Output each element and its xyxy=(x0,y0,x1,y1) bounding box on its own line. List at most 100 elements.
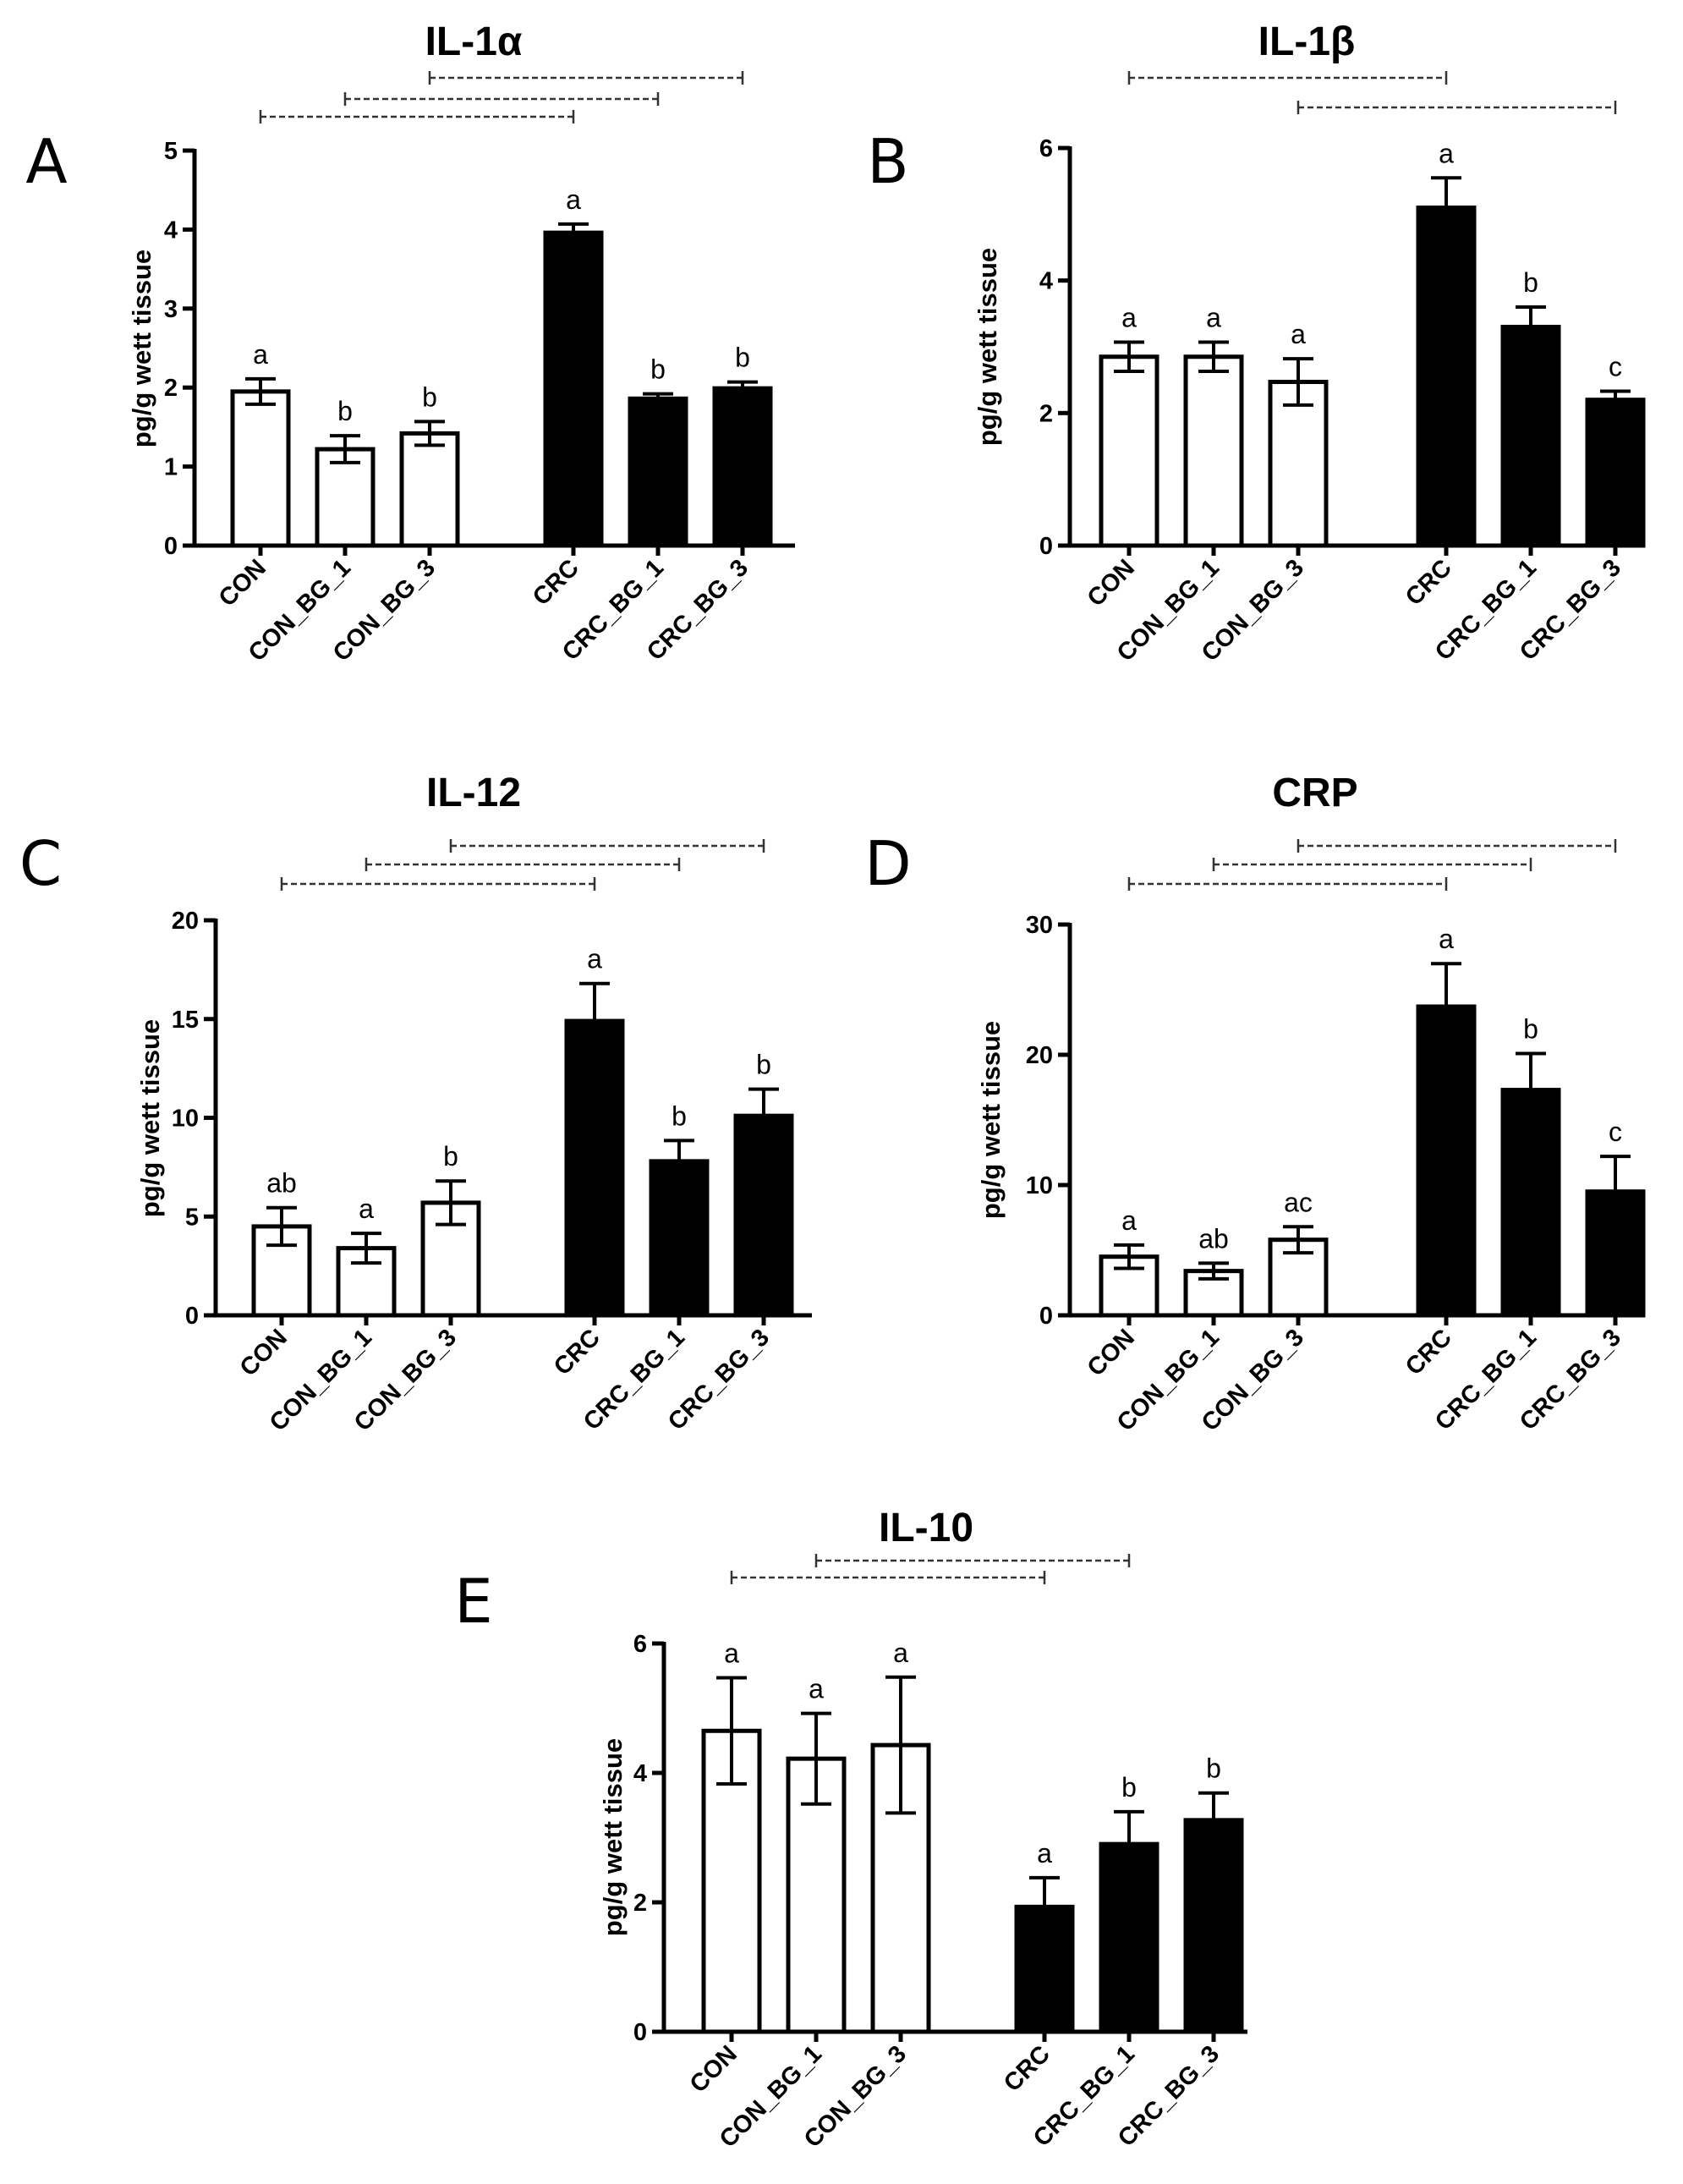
panel-c-title: IL-12 xyxy=(426,771,521,815)
panel-b-sig-letter: a xyxy=(1291,319,1306,349)
panel-c-bar-crc-bg-1 xyxy=(649,1159,710,1318)
panel-e-bar-crc xyxy=(1014,1904,1075,2034)
panel-b-ylabel: pg/g wett tissue xyxy=(973,248,1002,446)
panel-d-xtick-label: CRC xyxy=(1401,1324,1457,1380)
panel-a-sig-letter: b xyxy=(422,381,437,412)
panel-a-sig-letter: b xyxy=(650,354,666,385)
panel-a-bar-crc xyxy=(543,230,604,548)
panel-c-bar-crc xyxy=(564,1018,625,1318)
panel-e-sig-letter: a xyxy=(893,1638,908,1668)
panel-d-sig-letter: ab xyxy=(1198,1223,1229,1254)
panel-d-bar-crc-bg-1 xyxy=(1500,1088,1561,1318)
panel-c-ytick-label: 5 xyxy=(185,1204,199,1231)
panel-d-bar-con-bg-1 xyxy=(1183,1269,1244,1318)
panel-c-ytick-label: 0 xyxy=(185,1303,199,1330)
panel-c-sig-letter: b xyxy=(756,1050,771,1080)
panel-e-sig-letter: a xyxy=(724,1638,739,1669)
panel-a-ylabel: pg/g wett tissue xyxy=(127,250,156,447)
panel-e-xtick-label: CON xyxy=(685,2040,743,2098)
panel-e-bar-crc-bg-3 xyxy=(1183,1818,1244,2034)
panel-d-sig-letter: a xyxy=(1439,924,1454,954)
panel-d-sig-letter: ac xyxy=(1284,1187,1313,1217)
panel-a-sig-letter: b xyxy=(337,396,353,426)
panel-d-ylabel: pg/g wett tissue xyxy=(976,1021,1006,1219)
panel-b-letter: B xyxy=(867,126,908,197)
panel-a-ytick-label: 2 xyxy=(164,375,178,402)
panel-d-xtick-label: CON xyxy=(1083,1324,1140,1381)
panel-a-bar-crc-bg-3 xyxy=(712,386,773,548)
panel-e-bar-crc-bg-1 xyxy=(1099,1841,1159,2034)
panel-e-sig-letter: a xyxy=(809,1674,824,1704)
panel-d-sig-letter: b xyxy=(1523,1013,1538,1044)
panel-c-ytick-label: 20 xyxy=(172,908,199,935)
panel-c-xtick-label: CON xyxy=(235,1324,293,1381)
panel-e-sig-letter: b xyxy=(1121,1772,1137,1803)
panel-c-bar-crc-bg-3 xyxy=(733,1113,794,1318)
panel-c-sig-letter: b xyxy=(672,1100,687,1131)
panel-b-ytick-label: 2 xyxy=(1039,400,1053,427)
panel-b-title: IL-1β xyxy=(1258,19,1356,64)
panel-e-xtick-label: CRC xyxy=(999,2040,1055,2097)
panel-b-ytick-label: 0 xyxy=(1039,533,1053,560)
panel-e-sig-letter: a xyxy=(1037,1838,1052,1868)
panel-b-bar-crc-bg-3 xyxy=(1585,398,1646,548)
panel-a-title: IL-1α xyxy=(425,19,523,64)
panel-b-sig-letter: c xyxy=(1609,351,1622,381)
panel-a-bar-con xyxy=(230,389,291,548)
panel-d-ytick-label: 0 xyxy=(1039,1303,1053,1330)
panel-b-xtick-label: CON xyxy=(1083,554,1140,612)
panel-b-ytick-label: 4 xyxy=(1039,268,1053,295)
panel-a-letter: A xyxy=(25,126,67,197)
panel-d-ytick-label: 30 xyxy=(1026,912,1053,939)
panel-a-ytick-label: 5 xyxy=(164,138,178,165)
panel-b-xtick-label: CRC xyxy=(1401,554,1457,611)
panel-c-ylabel: pg/g wett tissue xyxy=(135,1019,165,1217)
panel-a-xtick-label: CRC xyxy=(528,554,584,611)
panel-c-xtick-label: CRC xyxy=(549,1324,606,1380)
panel-e-ytick-label: 4 xyxy=(633,1760,647,1787)
panel-b-sig-letter: a xyxy=(1206,303,1221,333)
panel-c-ytick-label: 15 xyxy=(172,1007,199,1034)
panel-e-ytick-label: 0 xyxy=(633,2019,647,2046)
panel-c-sig-letter: a xyxy=(587,944,602,974)
panel-a-xtick-label: CON xyxy=(214,554,271,612)
panel-b-sig-letter: b xyxy=(1523,267,1538,298)
panel-d-title: CRP xyxy=(1272,771,1357,815)
panel-d-sig-letter: c xyxy=(1609,1117,1622,1147)
panel-c-letter: C xyxy=(19,828,62,899)
panel-b-ytick-label: 6 xyxy=(1039,135,1053,162)
panel-c-sig-letter: ab xyxy=(266,1168,297,1199)
panel-a-ytick-label: 4 xyxy=(164,217,178,244)
panel-b-bar-crc xyxy=(1416,206,1477,548)
panel-b-bar-con-bg-1 xyxy=(1183,354,1244,548)
panel-b-bar-crc-bg-1 xyxy=(1500,325,1561,548)
panel-a-ytick-label: 0 xyxy=(164,533,178,560)
panel-d-ytick-label: 20 xyxy=(1026,1042,1053,1069)
panel-e-title: IL-10 xyxy=(879,1506,973,1550)
panel-e-ylabel: pg/g wett tissue xyxy=(598,1738,628,1936)
panel-a-sig-letter: a xyxy=(253,339,268,370)
panel-a-ytick-label: 1 xyxy=(164,454,178,481)
panel-d-sig-letter: a xyxy=(1121,1205,1137,1236)
panel-d-bar-crc xyxy=(1416,1004,1477,1318)
panel-a-bar-con-bg-3 xyxy=(399,431,460,548)
panel-c-ytick-label: 10 xyxy=(172,1106,199,1133)
panel-c-sig-letter: b xyxy=(443,1141,458,1172)
panel-e-sig-letter: b xyxy=(1206,1753,1221,1784)
panel-a-sig-letter: a xyxy=(566,184,581,215)
panel-d-bar-crc-bg-3 xyxy=(1585,1189,1646,1318)
panel-a-bar-crc-bg-1 xyxy=(628,396,688,548)
panel-d-letter: D xyxy=(864,828,911,899)
panel-b-bar-con xyxy=(1099,354,1159,548)
panel-b-sig-letter: a xyxy=(1121,303,1137,333)
panel-b-sig-letter: a xyxy=(1439,138,1454,168)
panel-e-ytick-label: 6 xyxy=(633,1631,647,1658)
panel-a-sig-letter: b xyxy=(735,343,750,373)
panel-c-sig-letter: a xyxy=(359,1194,374,1224)
